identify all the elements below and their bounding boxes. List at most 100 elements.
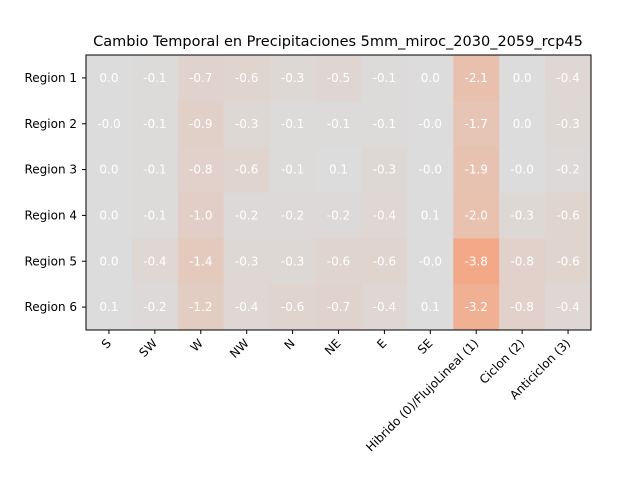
heatmap-cell: [223, 100, 271, 148]
heatmap-cell: [545, 284, 592, 331]
cell-value-label: -1.2: [189, 300, 212, 314]
heatmap-cell: [315, 100, 362, 148]
heatmap-cell: [499, 284, 546, 331]
cell-value-label: -0.2: [556, 163, 579, 177]
cell-value-label: -0.0: [510, 163, 533, 177]
cell-value-label: -0.3: [373, 163, 396, 177]
heatmap-cell: [361, 192, 408, 239]
cell-value-label: -0.4: [235, 300, 258, 314]
cell-value-label: -0.3: [235, 117, 258, 131]
cell-value-label: -0.1: [327, 117, 350, 131]
cell-value-label: -3.8: [465, 254, 488, 268]
heatmap-cell: [177, 192, 225, 239]
heatmap-cell: [499, 100, 546, 148]
cell-value-label: -0.2: [143, 300, 166, 314]
cell-value-label: -0.1: [143, 208, 166, 222]
cell-value-label: -2.0: [465, 208, 488, 222]
heatmap-cell: [361, 55, 408, 102]
x-tick-label: SW: [136, 336, 160, 360]
heatmap-cell: [453, 238, 500, 285]
cell-value-label: -0.7: [327, 300, 350, 314]
cell-value-label: 0.0: [99, 254, 118, 268]
cell-value-label: -0.3: [281, 254, 304, 268]
y-tick-label: Region 5: [24, 254, 77, 268]
cell-value-label: -0.1: [143, 117, 166, 131]
heatmap-cell: [131, 55, 179, 102]
heatmap-cell: [131, 238, 179, 285]
cell-value-label: -0.0: [419, 163, 442, 177]
cell-value-label: -0.1: [373, 71, 396, 85]
cell-value-label: -0.4: [373, 300, 396, 314]
heatmap-cell: [269, 100, 317, 148]
cell-value-label: 0.0: [99, 71, 118, 85]
cell-value-label: 0.1: [329, 163, 348, 177]
cell-value-label: -0.8: [189, 163, 212, 177]
heatmap-cell: [315, 55, 362, 102]
heatmap-cell: [223, 238, 271, 285]
cell-value-label: -0.4: [373, 208, 396, 222]
cell-value-label: -0.4: [143, 254, 166, 268]
cell-value-label: -0.3: [556, 117, 579, 131]
heatmap-cell: [131, 284, 179, 331]
heatmap-cell: [407, 100, 454, 148]
cell-value-label: -0.6: [373, 254, 396, 268]
cell-value-label: -0.4: [556, 300, 579, 314]
cell-value-label: 0.0: [421, 71, 440, 85]
cell-value-label: -0.0: [419, 117, 442, 131]
cell-value-label: 0.1: [99, 300, 118, 314]
heatmap-cell: [361, 146, 408, 193]
y-tick-label: Region 2: [24, 117, 77, 131]
cell-value-label: -0.4: [556, 71, 579, 85]
y-tick-label: Region 1: [24, 71, 77, 85]
heatmap-cell: [453, 55, 500, 102]
heatmap-cell: [453, 100, 500, 148]
heatmap-cell: [223, 55, 271, 102]
heatmap-cell: [177, 284, 225, 331]
heatmap-cell: [499, 146, 546, 193]
cell-value-label: -1.7: [465, 117, 488, 131]
cell-value-label: -0.6: [281, 300, 304, 314]
heatmap-cell: [86, 55, 133, 102]
heatmap-cell: [86, 146, 133, 193]
heatmap-cell: [545, 192, 592, 239]
heatmap-cell: [269, 55, 317, 102]
heatmap-cell: [361, 238, 408, 285]
cell-value-label: 0.0: [513, 71, 532, 85]
heatmap-cell: [131, 100, 179, 148]
heatmap-cell: [315, 192, 362, 239]
heatmap-cell: [499, 192, 546, 239]
heatmap-cell: [407, 238, 454, 285]
heatmap-cell: [177, 238, 225, 285]
cell-value-label: -1.4: [189, 254, 212, 268]
y-tick-label: Region 3: [24, 163, 77, 177]
heatmap-cell: [131, 192, 179, 239]
heatmap-cell: [86, 192, 133, 239]
cell-value-label: -0.6: [556, 208, 579, 222]
heatmap-cell: [223, 192, 271, 239]
heatmap-cell: [361, 100, 408, 148]
cell-value-label: 0.0: [513, 117, 532, 131]
heatmap-cell: [407, 284, 454, 331]
heatmap-cell: [315, 284, 362, 331]
heatmap-cell: [499, 55, 546, 102]
cell-value-label: -3.2: [465, 300, 488, 314]
heatmap-cell: [269, 284, 317, 331]
heatmap-cell: [223, 146, 271, 193]
cell-value-label: -0.6: [235, 71, 258, 85]
x-tick-label: SE: [415, 336, 436, 357]
cell-value-label: -0.2: [235, 208, 258, 222]
heatmap-cell: [177, 100, 225, 148]
cell-value-label: -0.6: [327, 254, 350, 268]
cell-value-label: 0.1: [421, 300, 440, 314]
x-tick-label: E: [374, 336, 389, 351]
cell-value-label: -0.8: [510, 300, 533, 314]
cell-value-label: -0.2: [281, 208, 304, 222]
cell-value-label: -0.0: [97, 117, 120, 131]
cell-value-label: -0.1: [143, 163, 166, 177]
x-tick-label: W: [188, 336, 206, 354]
heatmap-cell: [453, 146, 500, 193]
y-tick-label: Region 4: [24, 208, 77, 222]
heatmap-cell: [545, 238, 592, 285]
cell-value-label: 0.0: [99, 163, 118, 177]
